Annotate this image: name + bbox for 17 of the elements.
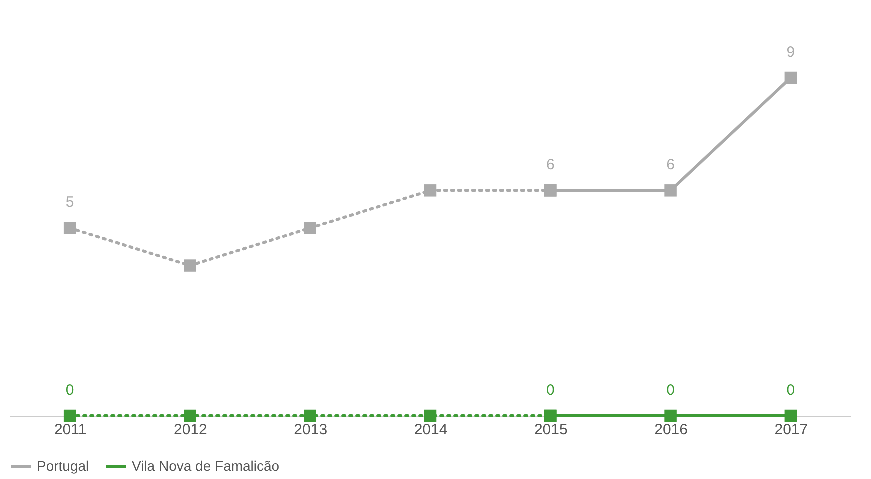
legend-label: Portugal [37,458,90,474]
data-label: 6 [546,156,555,174]
x-tick-label: 2011 [54,422,87,438]
x-tick-label: 2015 [534,422,568,438]
data-label: 0 [66,382,74,399]
x-tick-label: 2016 [654,422,688,438]
legend-label: Vila Nova de Famalicão [132,458,280,474]
data-label: 9 [786,44,796,61]
x-tick-label: 2013 [294,422,328,438]
x-tick-label: 2012 [174,422,208,438]
data-label: 0 [786,382,796,399]
data-label: 0 [546,382,555,399]
data-label: 5 [66,194,74,212]
x-tick-label: 2014 [414,422,448,438]
x-tick-label: 2017 [774,422,808,438]
data-label: 0 [666,382,675,399]
data-label: 6 [666,156,675,174]
